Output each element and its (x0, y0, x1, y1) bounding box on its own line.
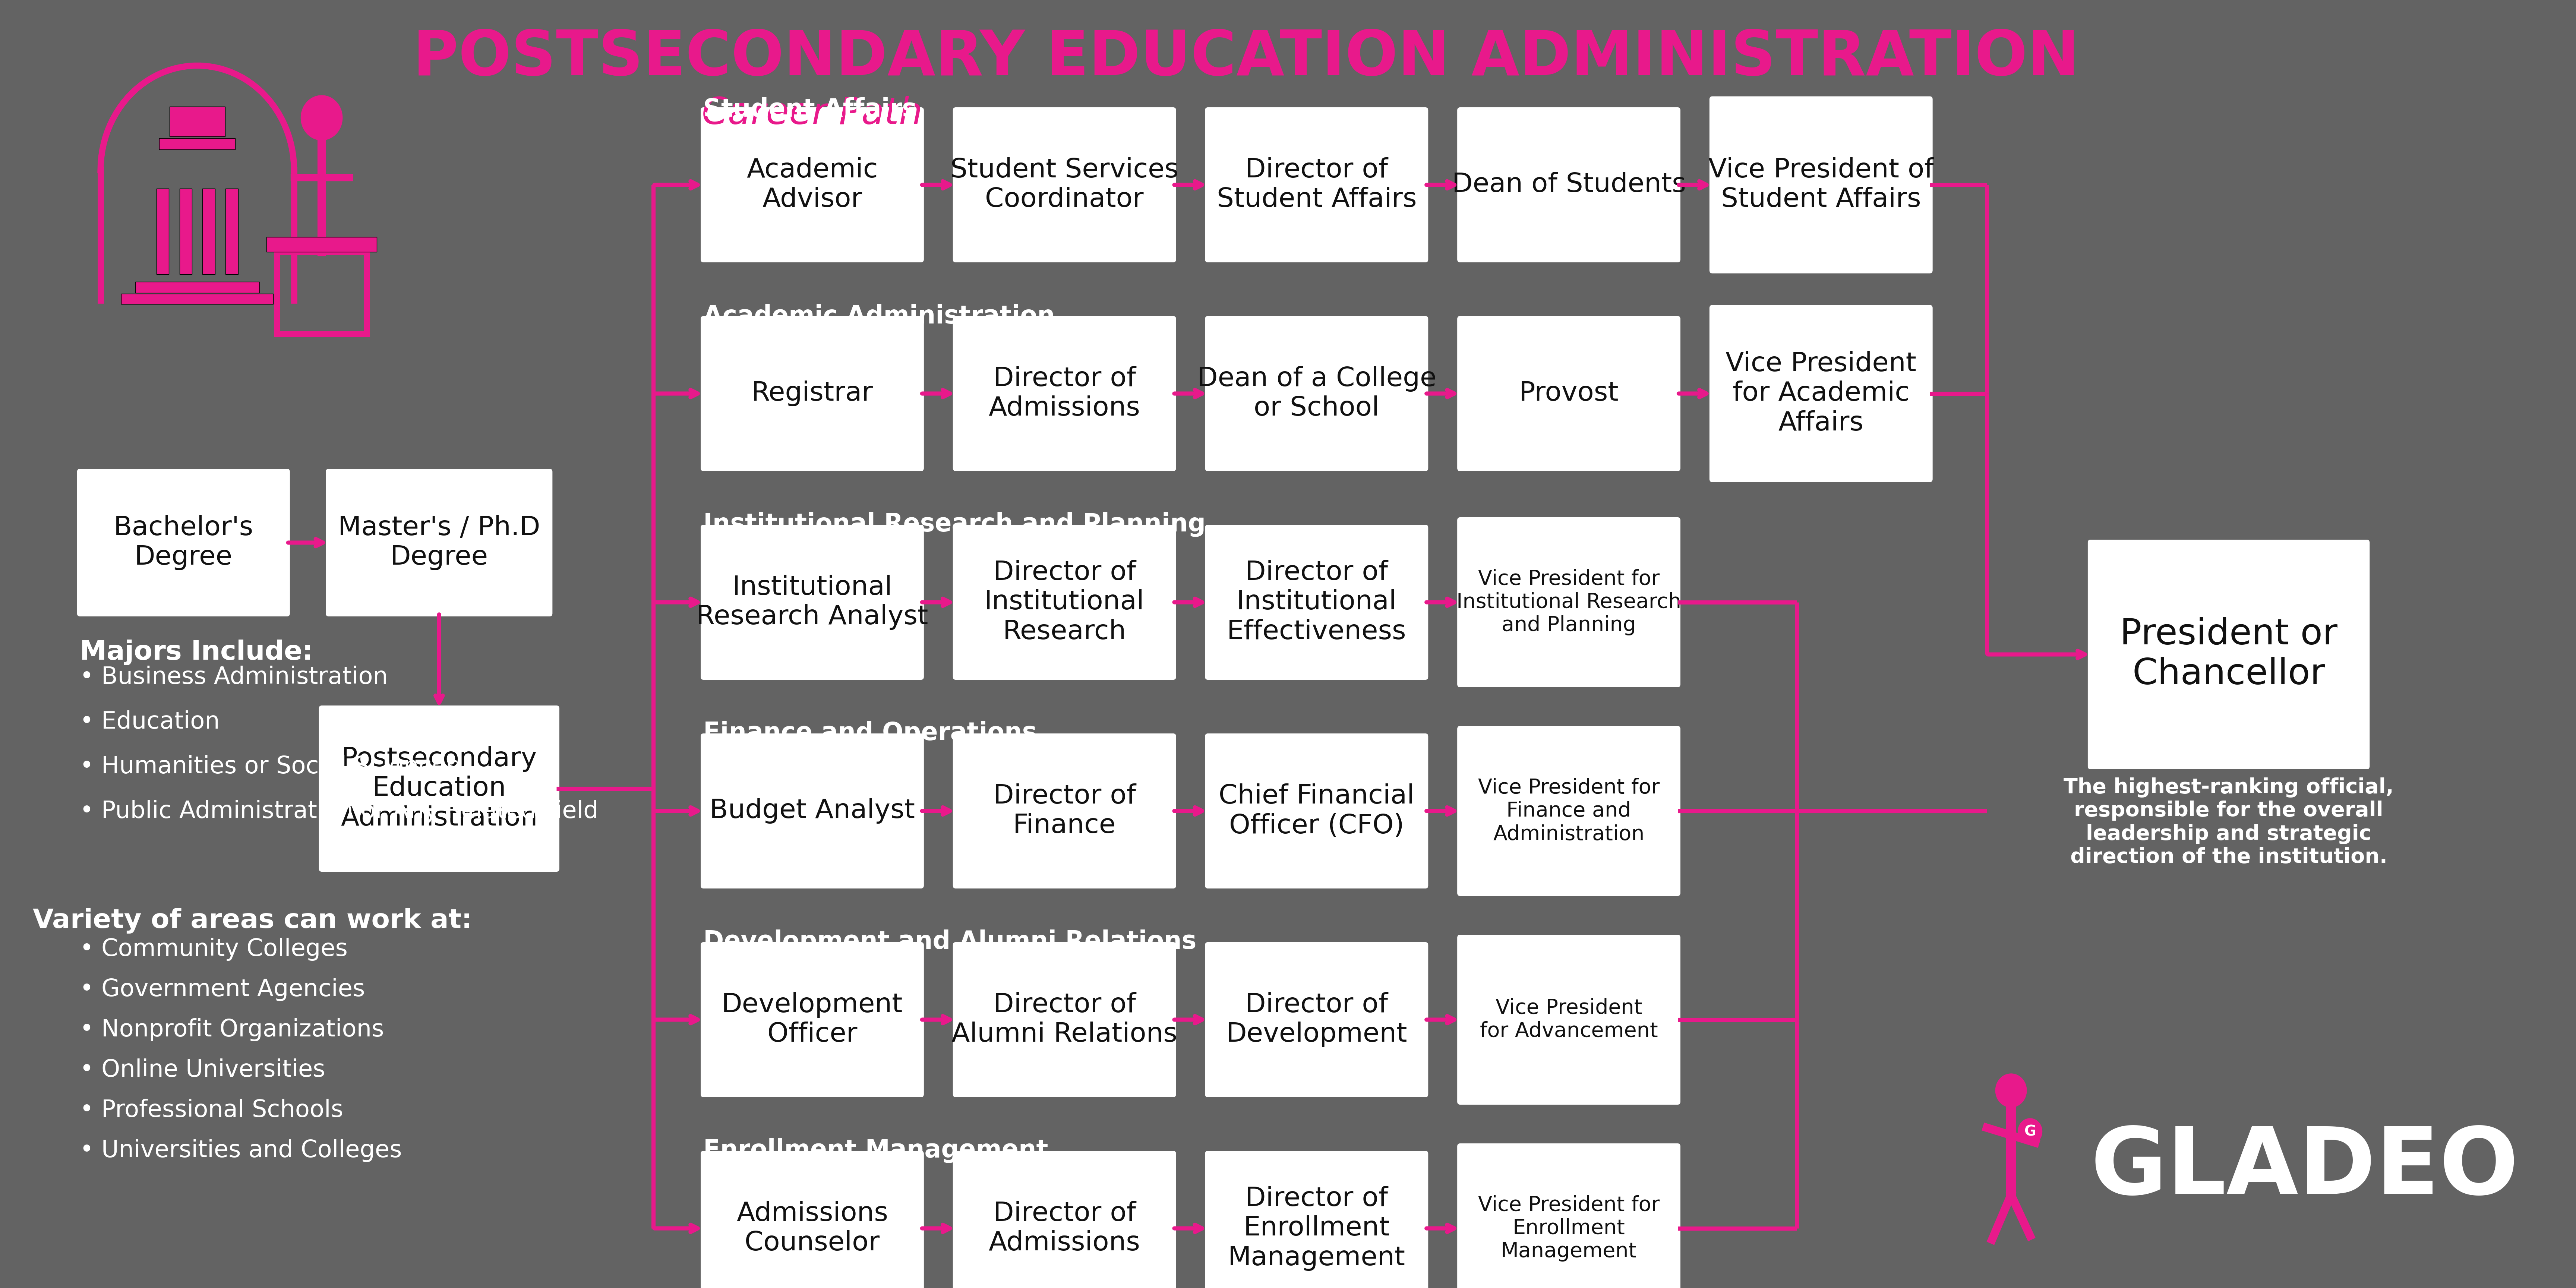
Text: Majors Include:: Majors Include: (80, 640, 314, 665)
Text: G: G (2025, 1124, 2035, 1139)
Text: Academic Administration: Academic Administration (703, 304, 1056, 328)
FancyBboxPatch shape (2087, 540, 2370, 769)
FancyBboxPatch shape (1458, 107, 1680, 263)
Text: Academic
Advisor: Academic Advisor (747, 157, 878, 213)
Text: Chief Financial
Officer (CFO): Chief Financial Officer (CFO) (1218, 783, 1414, 838)
FancyBboxPatch shape (1710, 97, 1932, 273)
FancyBboxPatch shape (160, 138, 234, 149)
FancyBboxPatch shape (325, 469, 551, 617)
Text: Dean of Students: Dean of Students (1453, 173, 1685, 198)
FancyBboxPatch shape (1710, 305, 1932, 482)
Text: Director of
Development: Director of Development (1226, 992, 1406, 1047)
Text: Dean of a College
or School: Dean of a College or School (1198, 366, 1437, 421)
Text: Institutional
Research Analyst: Institutional Research Analyst (696, 574, 927, 630)
FancyBboxPatch shape (953, 942, 1177, 1097)
Text: • Online Universities: • Online Universities (80, 1059, 325, 1082)
Text: Director of
Admissions: Director of Admissions (989, 366, 1141, 421)
Text: Student Affairs: Student Affairs (703, 98, 917, 122)
Text: Director of
Institutional
Research: Director of Institutional Research (984, 560, 1144, 645)
FancyBboxPatch shape (170, 107, 224, 137)
Text: • Government Agencies: • Government Agencies (80, 978, 366, 1001)
Text: Bachelor's
Degree: Bachelor's Degree (113, 515, 252, 571)
FancyBboxPatch shape (227, 188, 237, 274)
Text: Variety of areas can work at:: Variety of areas can work at: (33, 908, 471, 934)
Text: • Humanities or Social Sciences: • Humanities or Social Sciences (80, 755, 459, 778)
Text: • Business Administration: • Business Administration (80, 666, 389, 689)
Text: Director of
Student Affairs: Director of Student Affairs (1216, 157, 1417, 213)
FancyBboxPatch shape (157, 188, 170, 274)
FancyBboxPatch shape (701, 316, 925, 471)
Text: Vice President of
Student Affairs: Vice President of Student Affairs (1708, 157, 1935, 213)
Text: Director of
Alumni Relations: Director of Alumni Relations (951, 992, 1177, 1047)
FancyBboxPatch shape (953, 733, 1177, 889)
Text: • Universities and Colleges: • Universities and Colleges (80, 1139, 402, 1162)
Text: President or
Chancellor: President or Chancellor (2120, 617, 2336, 692)
FancyBboxPatch shape (1206, 733, 1427, 889)
Text: Vice President for
Enrollment
Management: Vice President for Enrollment Management (1479, 1195, 1659, 1262)
Text: Development
Officer: Development Officer (721, 992, 904, 1047)
Text: Finance and Operations: Finance and Operations (703, 721, 1038, 746)
Text: Director of
Institutional
Effectiveness: Director of Institutional Effectiveness (1226, 560, 1406, 645)
Circle shape (2017, 1118, 2043, 1145)
Text: Development and Alumni Relations: Development and Alumni Relations (703, 930, 1198, 954)
Text: • Professional Schools: • Professional Schools (80, 1099, 343, 1122)
Text: Registrar: Registrar (752, 381, 873, 407)
FancyBboxPatch shape (1206, 316, 1427, 471)
Circle shape (1996, 1074, 2027, 1108)
Text: Student Services
Coordinator: Student Services Coordinator (951, 157, 1177, 213)
Text: Institutional Research and Planning: Institutional Research and Planning (703, 513, 1206, 537)
FancyBboxPatch shape (204, 188, 214, 274)
FancyBboxPatch shape (1206, 1151, 1427, 1288)
Text: Vice President
for Advancement: Vice President for Advancement (1479, 998, 1659, 1042)
Text: Postsecondary
Education
Administration: Postsecondary Education Administration (340, 746, 538, 831)
FancyBboxPatch shape (1458, 518, 1680, 688)
FancyBboxPatch shape (77, 469, 291, 617)
FancyBboxPatch shape (134, 282, 260, 292)
Text: • Nonprofit Organizations: • Nonprofit Organizations (80, 1019, 384, 1041)
Text: GLADEO: GLADEO (2092, 1123, 2519, 1213)
Circle shape (301, 95, 343, 140)
Text: Vice President for
Finance and
Administration: Vice President for Finance and Administr… (1479, 778, 1659, 844)
Text: • Public Administration or Any Related Field: • Public Administration or Any Related F… (80, 800, 598, 823)
Text: • Community Colleges: • Community Colleges (80, 938, 348, 961)
Text: Majors Include:: Majors Include: (80, 640, 314, 665)
Text: Enrollment Management: Enrollment Management (703, 1139, 1048, 1163)
Text: Director of
Admissions: Director of Admissions (989, 1200, 1141, 1256)
Text: Vice President
for Academic
Affairs: Vice President for Academic Affairs (1726, 350, 1917, 437)
Text: Vice President for
Institutional Research
and Planning: Vice President for Institutional Researc… (1455, 569, 1682, 635)
FancyBboxPatch shape (265, 237, 376, 252)
Text: Admissions
Counselor: Admissions Counselor (737, 1200, 889, 1256)
Text: Director of
Finance: Director of Finance (994, 783, 1136, 838)
Text: Provost: Provost (1520, 381, 1618, 407)
FancyBboxPatch shape (1206, 107, 1427, 263)
FancyBboxPatch shape (953, 524, 1177, 680)
FancyBboxPatch shape (701, 733, 925, 889)
FancyBboxPatch shape (1458, 935, 1680, 1105)
FancyBboxPatch shape (180, 188, 193, 274)
Text: POSTSECONDARY EDUCATION ADMINISTRATION: POSTSECONDARY EDUCATION ADMINISTRATION (412, 28, 2079, 89)
Text: The highest-ranking official,
responsible for the overall
leadership and strateg: The highest-ranking official, responsibl… (2063, 778, 2393, 867)
FancyBboxPatch shape (953, 107, 1177, 263)
FancyBboxPatch shape (1206, 524, 1427, 680)
FancyBboxPatch shape (953, 1151, 1177, 1288)
FancyBboxPatch shape (1458, 1144, 1680, 1288)
FancyBboxPatch shape (953, 316, 1177, 471)
Text: • Education: • Education (80, 711, 219, 733)
Text: Master's / Ph.D
Degree: Master's / Ph.D Degree (337, 515, 541, 571)
FancyBboxPatch shape (1206, 942, 1427, 1097)
FancyBboxPatch shape (1458, 726, 1680, 896)
FancyBboxPatch shape (701, 1151, 925, 1288)
FancyBboxPatch shape (701, 524, 925, 680)
Text: Budget Analyst: Budget Analyst (708, 799, 914, 824)
FancyBboxPatch shape (121, 294, 273, 304)
FancyBboxPatch shape (1458, 316, 1680, 471)
FancyBboxPatch shape (701, 942, 925, 1097)
Text: Career Path: Career Path (701, 97, 922, 133)
FancyBboxPatch shape (701, 107, 925, 263)
FancyBboxPatch shape (319, 706, 559, 872)
Text: Director of
Enrollment
Management: Director of Enrollment Management (1229, 1186, 1406, 1271)
